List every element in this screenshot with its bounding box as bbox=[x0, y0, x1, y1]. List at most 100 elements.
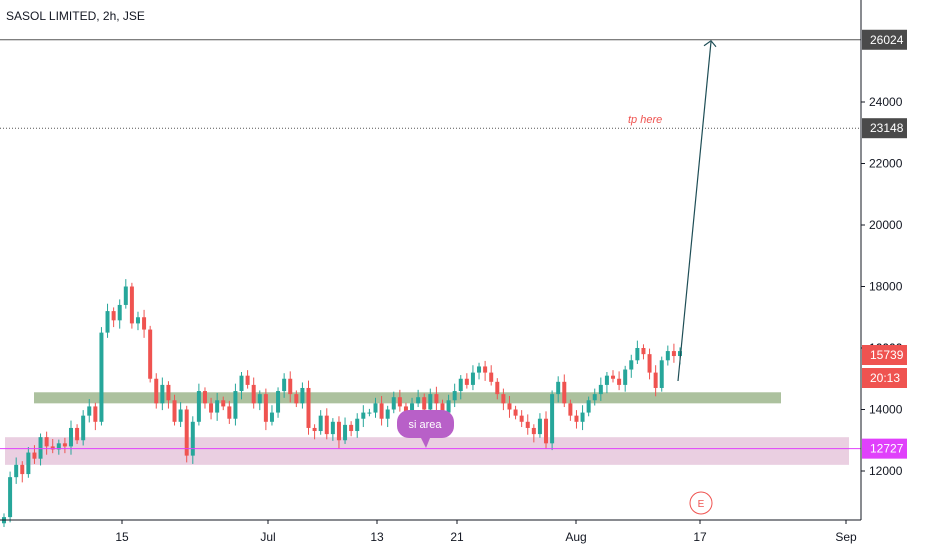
candle bbox=[154, 373, 159, 409]
candle-body bbox=[379, 403, 384, 419]
candle bbox=[263, 388, 268, 431]
candle-body bbox=[178, 409, 183, 422]
candle-body bbox=[75, 427, 80, 441]
candle-body bbox=[306, 387, 311, 428]
candle-body bbox=[568, 403, 573, 416]
candle bbox=[300, 382, 305, 409]
candle-body bbox=[349, 424, 354, 432]
candle bbox=[495, 378, 500, 400]
candle bbox=[111, 307, 116, 328]
candle-body bbox=[391, 397, 396, 410]
y-tick-label: 12000 bbox=[869, 464, 903, 478]
candle-body bbox=[671, 351, 676, 357]
candle-body bbox=[592, 394, 597, 401]
candle bbox=[519, 410, 524, 428]
candle-body bbox=[537, 418, 542, 435]
chart-title: SASOL LIMITED, 2h, JSE bbox=[6, 9, 145, 23]
candle bbox=[62, 437, 67, 454]
candle-body bbox=[501, 394, 506, 404]
price-badge-label: 12727 bbox=[870, 442, 904, 456]
candle-body bbox=[330, 421, 335, 435]
annotations: tp here si area E bbox=[0, 39, 861, 515]
candle bbox=[653, 365, 658, 397]
price-badge-bg bbox=[862, 118, 907, 139]
candle-body bbox=[336, 421, 341, 441]
y-tick-label: 22000 bbox=[869, 157, 903, 171]
candle-body bbox=[410, 403, 415, 416]
candle bbox=[568, 399, 573, 421]
candle-body bbox=[233, 391, 238, 419]
candle bbox=[123, 279, 128, 309]
candle bbox=[385, 405, 390, 428]
candle bbox=[172, 394, 177, 426]
tp-label: tp here bbox=[628, 114, 662, 126]
candle-body bbox=[483, 366, 488, 373]
candle bbox=[623, 365, 628, 392]
candle-body bbox=[507, 403, 512, 410]
candle-body bbox=[586, 400, 591, 413]
projection-arrow-line bbox=[677, 41, 712, 382]
price-badge-bg bbox=[862, 368, 907, 388]
candle-body bbox=[44, 437, 49, 447]
candle-body bbox=[604, 375, 609, 385]
candle-body bbox=[397, 397, 402, 407]
candle bbox=[26, 447, 31, 478]
candle-body bbox=[513, 409, 518, 416]
x-tick-label: Aug bbox=[565, 530, 586, 544]
candle bbox=[324, 408, 329, 440]
candle bbox=[580, 405, 585, 431]
candle-body bbox=[324, 415, 329, 435]
candle-body bbox=[239, 375, 244, 392]
candle bbox=[470, 365, 475, 391]
candle bbox=[336, 416, 341, 449]
candle bbox=[537, 413, 542, 438]
candle-body bbox=[294, 394, 299, 404]
candle-body bbox=[111, 311, 116, 321]
x-tick-label: 21 bbox=[450, 530, 464, 544]
candle-body bbox=[81, 415, 86, 441]
candle-body bbox=[190, 421, 195, 456]
candle-body bbox=[611, 375, 616, 379]
candle-body bbox=[659, 360, 664, 388]
candle-body bbox=[361, 412, 366, 419]
candle bbox=[38, 433, 43, 466]
candle bbox=[483, 360, 488, 381]
candle-body bbox=[62, 443, 67, 447]
candle-body bbox=[495, 381, 500, 395]
candle-body bbox=[574, 415, 579, 422]
candle bbox=[99, 327, 104, 426]
candle bbox=[8, 471, 13, 523]
candle bbox=[604, 371, 609, 394]
x-tick-label: 15 bbox=[115, 530, 129, 544]
candle-body bbox=[93, 406, 98, 422]
candle bbox=[227, 400, 232, 424]
candle-body bbox=[678, 351, 682, 357]
candle-body bbox=[647, 354, 652, 373]
candle-body bbox=[641, 348, 646, 355]
candle-body bbox=[556, 381, 561, 395]
candle bbox=[531, 424, 536, 443]
candle-body bbox=[105, 311, 110, 333]
candle-body bbox=[117, 304, 122, 321]
candle-body bbox=[434, 394, 439, 404]
price-badge: 12727 bbox=[862, 438, 907, 459]
candle-body bbox=[580, 412, 585, 422]
candle-body bbox=[367, 412, 372, 414]
candle bbox=[282, 373, 287, 398]
candle-body bbox=[446, 400, 451, 413]
candle-body bbox=[623, 369, 628, 385]
callout-tail bbox=[421, 438, 430, 448]
candle-body bbox=[154, 378, 159, 404]
candle bbox=[550, 390, 555, 451]
price-badge-label: 23148 bbox=[870, 121, 904, 135]
candle-body bbox=[38, 437, 43, 459]
candle bbox=[586, 396, 591, 417]
candle-body bbox=[26, 452, 31, 475]
candle bbox=[56, 439, 61, 455]
candle-body bbox=[269, 412, 274, 422]
candle bbox=[178, 402, 183, 428]
price-badge: 23148 bbox=[862, 118, 907, 139]
candle bbox=[312, 424, 317, 440]
candle bbox=[257, 390, 262, 411]
